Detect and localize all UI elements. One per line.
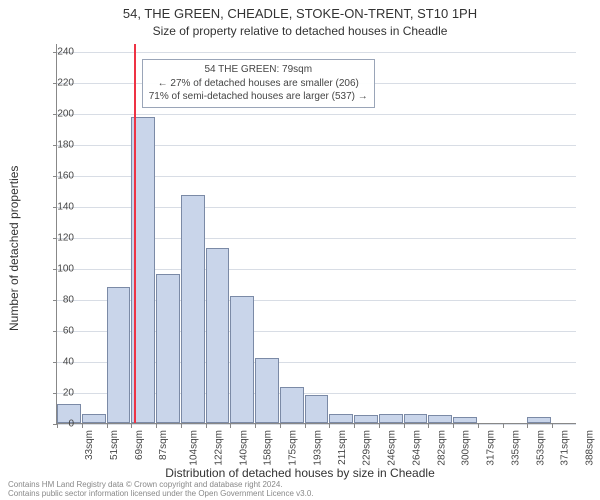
histogram-bar bbox=[453, 417, 477, 423]
y-tick-label: 100 bbox=[34, 263, 74, 274]
histogram-bar bbox=[156, 274, 180, 423]
x-tick-label: 122sqm bbox=[213, 430, 224, 466]
annotation-box: 54 THE GREEN: 79sqm← 27% of detached hou… bbox=[142, 59, 375, 108]
footer-line1: Contains HM Land Registry data © Crown c… bbox=[8, 480, 314, 489]
x-tick-label: 300sqm bbox=[461, 430, 472, 466]
y-tick-label: 180 bbox=[34, 139, 74, 150]
histogram-bar bbox=[329, 414, 353, 423]
y-tick-label: 240 bbox=[34, 46, 74, 57]
x-tick-label: 371sqm bbox=[560, 430, 571, 466]
y-tick-label: 160 bbox=[34, 170, 74, 181]
histogram-bar bbox=[428, 415, 452, 423]
chart-title: 54, THE GREEN, CHEADLE, STOKE-ON-TRENT, … bbox=[0, 6, 600, 21]
x-tick-label: 69sqm bbox=[134, 430, 145, 460]
marker-line bbox=[134, 44, 136, 423]
histogram-bar bbox=[255, 358, 279, 423]
footer-attribution: Contains HM Land Registry data © Crown c… bbox=[8, 480, 314, 498]
histogram-bar bbox=[404, 414, 428, 423]
x-tick-label: 158sqm bbox=[263, 430, 274, 466]
histogram-chart: 54, THE GREEN, CHEADLE, STOKE-ON-TRENT, … bbox=[0, 0, 600, 500]
y-tick-label: 20 bbox=[34, 387, 74, 398]
histogram-bar bbox=[280, 387, 304, 423]
annotation-line: 54 THE GREEN: 79sqm bbox=[149, 63, 368, 77]
x-tick-label: 335sqm bbox=[511, 430, 522, 466]
x-tick-label: 229sqm bbox=[362, 430, 373, 466]
histogram-bar bbox=[230, 296, 254, 423]
x-tick-label: 104sqm bbox=[189, 430, 200, 466]
x-axis-label: Distribution of detached houses by size … bbox=[0, 466, 600, 480]
x-tick-label: 246sqm bbox=[387, 430, 398, 466]
x-tick-label: 33sqm bbox=[84, 430, 95, 460]
plot-area: 54 THE GREEN: 79sqm← 27% of detached hou… bbox=[56, 44, 576, 424]
x-tick-label: 51sqm bbox=[109, 430, 120, 460]
y-tick-label: 120 bbox=[34, 232, 74, 243]
chart-subtitle: Size of property relative to detached ho… bbox=[0, 24, 600, 38]
histogram-bar bbox=[206, 248, 230, 423]
x-tick-label: 264sqm bbox=[411, 430, 422, 466]
y-tick-label: 220 bbox=[34, 77, 74, 88]
x-tick-label: 317sqm bbox=[486, 430, 497, 466]
y-tick-label: 0 bbox=[34, 419, 74, 430]
histogram-bar bbox=[305, 395, 329, 423]
annotation-line: ← 27% of detached houses are smaller (20… bbox=[149, 77, 368, 91]
y-axis-label: Number of detached properties bbox=[7, 211, 21, 251]
histogram-bar bbox=[379, 414, 403, 423]
x-tick-label: 388sqm bbox=[585, 430, 596, 466]
x-tick-label: 282sqm bbox=[436, 430, 447, 466]
histogram-bar bbox=[107, 287, 131, 423]
y-tick-label: 80 bbox=[34, 294, 74, 305]
x-tick-label: 140sqm bbox=[238, 430, 249, 466]
footer-line2: Contains public sector information licen… bbox=[8, 489, 314, 498]
histogram-bar bbox=[527, 417, 551, 423]
y-tick-label: 140 bbox=[34, 201, 74, 212]
y-tick-label: 60 bbox=[34, 325, 74, 336]
x-tick-label: 87sqm bbox=[158, 430, 169, 460]
histogram-bar bbox=[82, 414, 106, 423]
y-tick-label: 40 bbox=[34, 356, 74, 367]
y-tick-label: 200 bbox=[34, 108, 74, 119]
x-tick-label: 193sqm bbox=[312, 430, 323, 466]
histogram-bar bbox=[181, 195, 205, 423]
histogram-bar bbox=[354, 415, 378, 423]
annotation-line: 71% of semi-detached houses are larger (… bbox=[149, 90, 368, 104]
x-tick-label: 353sqm bbox=[535, 430, 546, 466]
gridline bbox=[57, 424, 576, 425]
x-tick-label: 175sqm bbox=[288, 430, 299, 466]
x-tick-label: 211sqm bbox=[336, 430, 347, 465]
